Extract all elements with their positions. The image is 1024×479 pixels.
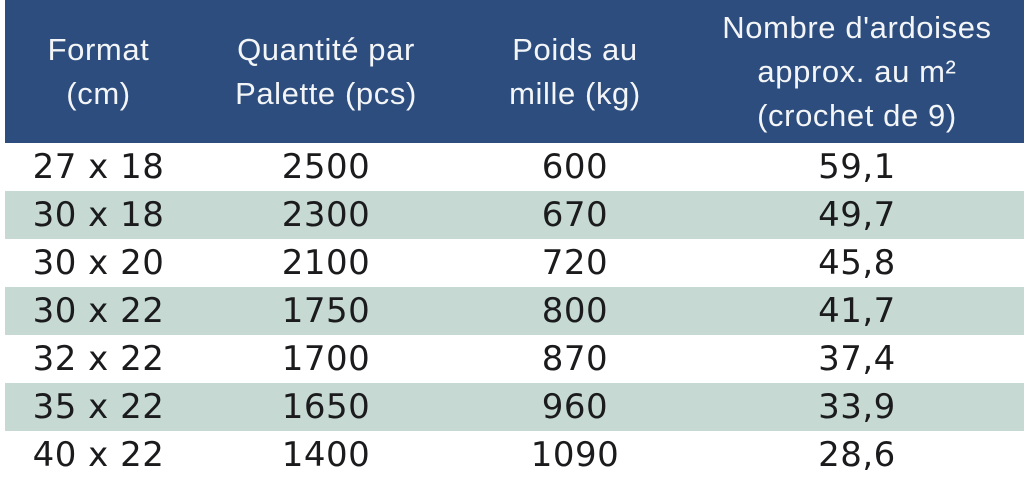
cell-format: 27 x 18 bbox=[32, 147, 165, 187]
cell-format: 30 x 22 bbox=[32, 291, 165, 331]
cell-nombre: 59,1 bbox=[818, 147, 896, 187]
header-line: Poids au bbox=[512, 31, 638, 67]
cell-nombre: 37,4 bbox=[818, 339, 896, 379]
header-line: (cm) bbox=[66, 75, 131, 111]
table-row: 35 x 22 1650 960 33,9 bbox=[5, 383, 1024, 431]
cell-poids: 870 bbox=[541, 339, 609, 379]
cell-format: 30 x 18 bbox=[32, 195, 165, 235]
cell-format: 35 x 22 bbox=[32, 387, 165, 427]
cell-poids: 960 bbox=[541, 387, 609, 427]
header-line: Format bbox=[47, 31, 150, 67]
cell-poids: 800 bbox=[541, 291, 609, 331]
cell-quantite: 1650 bbox=[281, 387, 371, 427]
table-row: 30 x 18 2300 670 49,7 bbox=[5, 191, 1024, 239]
table-row: 30 x 20 2100 720 45,8 bbox=[5, 239, 1024, 287]
cell-poids: 600 bbox=[541, 147, 609, 187]
header-col-format: Format (cm) bbox=[5, 0, 192, 143]
header-line: approx. au m² bbox=[757, 53, 957, 89]
cell-quantite: 1700 bbox=[281, 339, 371, 379]
cell-quantite: 2300 bbox=[281, 195, 371, 235]
header-line: mille (kg) bbox=[509, 75, 641, 111]
cell-quantite: 2500 bbox=[281, 147, 371, 187]
cell-nombre: 41,7 bbox=[818, 291, 896, 331]
cell-quantite: 1750 bbox=[281, 291, 371, 331]
cell-quantite: 1400 bbox=[281, 435, 371, 475]
cell-nombre: 45,8 bbox=[818, 243, 896, 283]
cell-format: 32 x 22 bbox=[32, 339, 165, 379]
header-line: Nombre d'ardoises bbox=[722, 9, 992, 45]
table-row: 30 x 22 1750 800 41,7 bbox=[5, 287, 1024, 335]
table-row: 27 x 18 2500 600 59,1 bbox=[5, 143, 1024, 191]
table-header: Format (cm) Quantité par Palette (pcs) P… bbox=[5, 0, 1024, 143]
table-body: 27 x 18 2500 600 59,1 30 x 18 2300 670 4… bbox=[5, 143, 1024, 479]
cell-quantite: 2100 bbox=[281, 243, 371, 283]
table-row: 40 x 22 1400 1090 28,6 bbox=[5, 431, 1024, 479]
cell-format: 30 x 20 bbox=[32, 243, 165, 283]
header-line: Palette (pcs) bbox=[235, 75, 417, 111]
cell-nombre: 49,7 bbox=[818, 195, 896, 235]
cell-nombre: 28,6 bbox=[818, 435, 896, 475]
cell-poids: 720 bbox=[541, 243, 609, 283]
cell-poids: 670 bbox=[541, 195, 609, 235]
table-row: 32 x 22 1700 870 37,4 bbox=[5, 335, 1024, 383]
header-col-poids: Poids au mille (kg) bbox=[460, 0, 690, 143]
header-line: (crochet de 9) bbox=[757, 97, 957, 133]
cell-poids: 1090 bbox=[530, 435, 620, 475]
slate-format-table: Format (cm) Quantité par Palette (pcs) P… bbox=[5, 0, 1024, 479]
cell-nombre: 33,9 bbox=[818, 387, 896, 427]
header-col-nombre: Nombre d'ardoises approx. au m² (crochet… bbox=[690, 0, 1024, 143]
header-line: Quantité par bbox=[237, 31, 415, 67]
cell-format: 40 x 22 bbox=[32, 435, 165, 475]
header-col-quantite: Quantité par Palette (pcs) bbox=[192, 0, 460, 143]
